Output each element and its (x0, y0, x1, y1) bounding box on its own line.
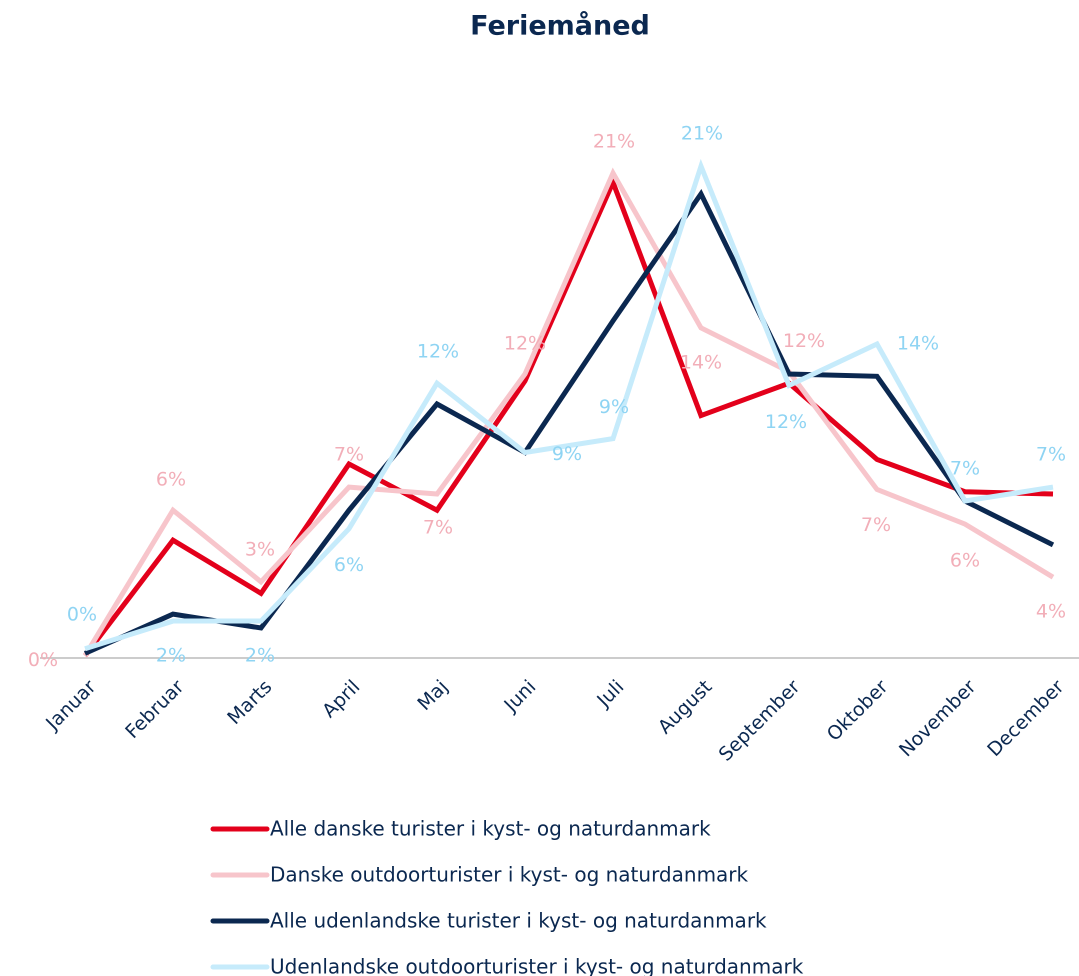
data-label: 7% (861, 514, 891, 536)
x-tick-label: Marts (223, 676, 276, 729)
x-tick-label: Juni (499, 676, 540, 717)
data-label: 4% (1036, 601, 1066, 623)
data-label: 12% (504, 332, 546, 354)
data-label: 7% (950, 457, 980, 479)
data-label: 14% (680, 351, 722, 373)
data-label: 6% (950, 550, 980, 572)
x-tick-label: August (654, 676, 717, 739)
legend-label: Alle udenlandske turister i kyst- og nat… (270, 909, 767, 933)
data-label: 2% (156, 645, 186, 667)
legend-label: Udenlandske outdoorturister i kyst- og n… (270, 955, 804, 976)
series-line (83, 188, 1055, 656)
data-label: 12% (783, 330, 825, 352)
x-tick-label: Januar (41, 676, 100, 735)
x-tick-label: Juli (592, 676, 628, 712)
data-label: 6% (334, 554, 364, 576)
x-tick-label: Oktober (823, 676, 893, 746)
data-label: 21% (681, 123, 723, 145)
data-label: 9% (599, 396, 629, 418)
x-tick-label: November (895, 676, 981, 762)
x-tick-label: September (715, 676, 805, 766)
data-label: 2% (245, 645, 275, 667)
data-label: 7% (334, 444, 364, 466)
data-label: 9% (552, 443, 582, 465)
data-label: 0% (28, 649, 58, 671)
series-line (83, 175, 1054, 658)
data-label: 7% (1036, 444, 1066, 466)
legend-label: Alle danske turister i kyst- og naturdan… (270, 817, 711, 841)
data-label: 21% (593, 131, 635, 153)
legend-label: Danske outdoorturister i kyst- og naturd… (270, 863, 749, 887)
x-tick-label: December (983, 676, 1068, 761)
series-line (82, 167, 1055, 657)
data-label: 14% (897, 332, 939, 354)
data-label: 7% (423, 517, 453, 539)
data-label: 6% (156, 469, 186, 491)
data-label: 0% (67, 603, 97, 625)
data-label: 12% (417, 341, 459, 363)
data-label: 12% (765, 411, 807, 433)
series-line (84, 158, 1054, 652)
data-label: 3% (245, 538, 275, 560)
chart-title: Feriemåned (470, 10, 650, 42)
x-tick-label: Februar (121, 676, 188, 743)
x-tick-label: April (318, 676, 364, 722)
x-tick-label: Maj (413, 676, 452, 715)
